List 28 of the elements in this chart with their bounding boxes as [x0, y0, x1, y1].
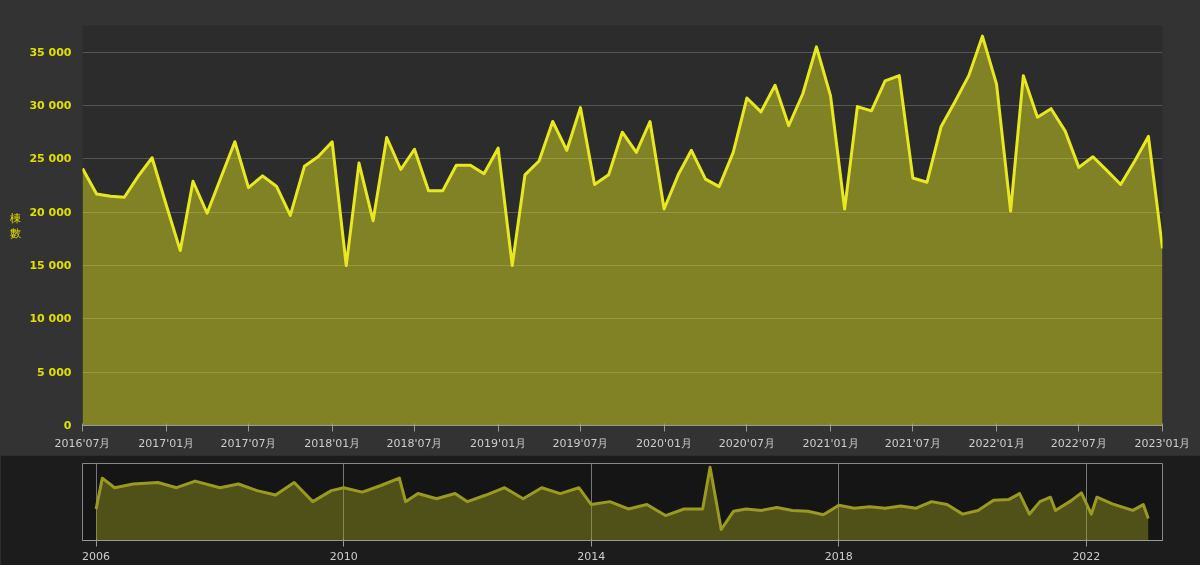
x-tick-label: 2022'07月 [1050, 436, 1107, 450]
y-tick-label: 15 000 [29, 259, 72, 272]
y-tick-label: 5 000 [37, 365, 72, 379]
x-tick-label: 2020'01月 [636, 436, 693, 450]
x-tick-label: 2017'07月 [220, 436, 277, 450]
y-tick-label: 10 000 [29, 312, 72, 326]
x-tick-label: 2016'07月 [54, 436, 111, 450]
x-tick-label: 2020'07月 [718, 436, 775, 450]
y-tick-label: 35 000 [29, 45, 72, 59]
y-tick-label: 30 000 [29, 99, 72, 112]
x-tick-label: 2010 [329, 549, 358, 563]
x-tick-label: 2014 [577, 549, 606, 563]
x-tick-label: 2021'01月 [802, 436, 859, 450]
y-tick-label: 25 000 [29, 152, 72, 166]
x-tick-label: 2006 [82, 549, 111, 563]
x-tick-label: 2019'07月 [552, 436, 609, 450]
x-tick-label: 2018'01月 [304, 436, 361, 450]
x-tick-label: 2018'07月 [386, 436, 443, 450]
x-tick-label: 2023'01月 [1134, 436, 1191, 450]
x-tick-label: 2019'01月 [470, 436, 527, 450]
x-tick-label: 2022 [1072, 549, 1101, 563]
x-tick-label: 2018 [824, 549, 853, 563]
x-tick-label: 2021'07月 [884, 436, 941, 450]
y-tick-label: 0 [63, 419, 72, 432]
x-tick-label: 2017'01月 [138, 436, 195, 450]
y-tick-label: 20 000 [29, 205, 72, 219]
y-axis-title: 棟數 [10, 212, 22, 239]
x-tick-label: 2022'01月 [968, 436, 1025, 450]
